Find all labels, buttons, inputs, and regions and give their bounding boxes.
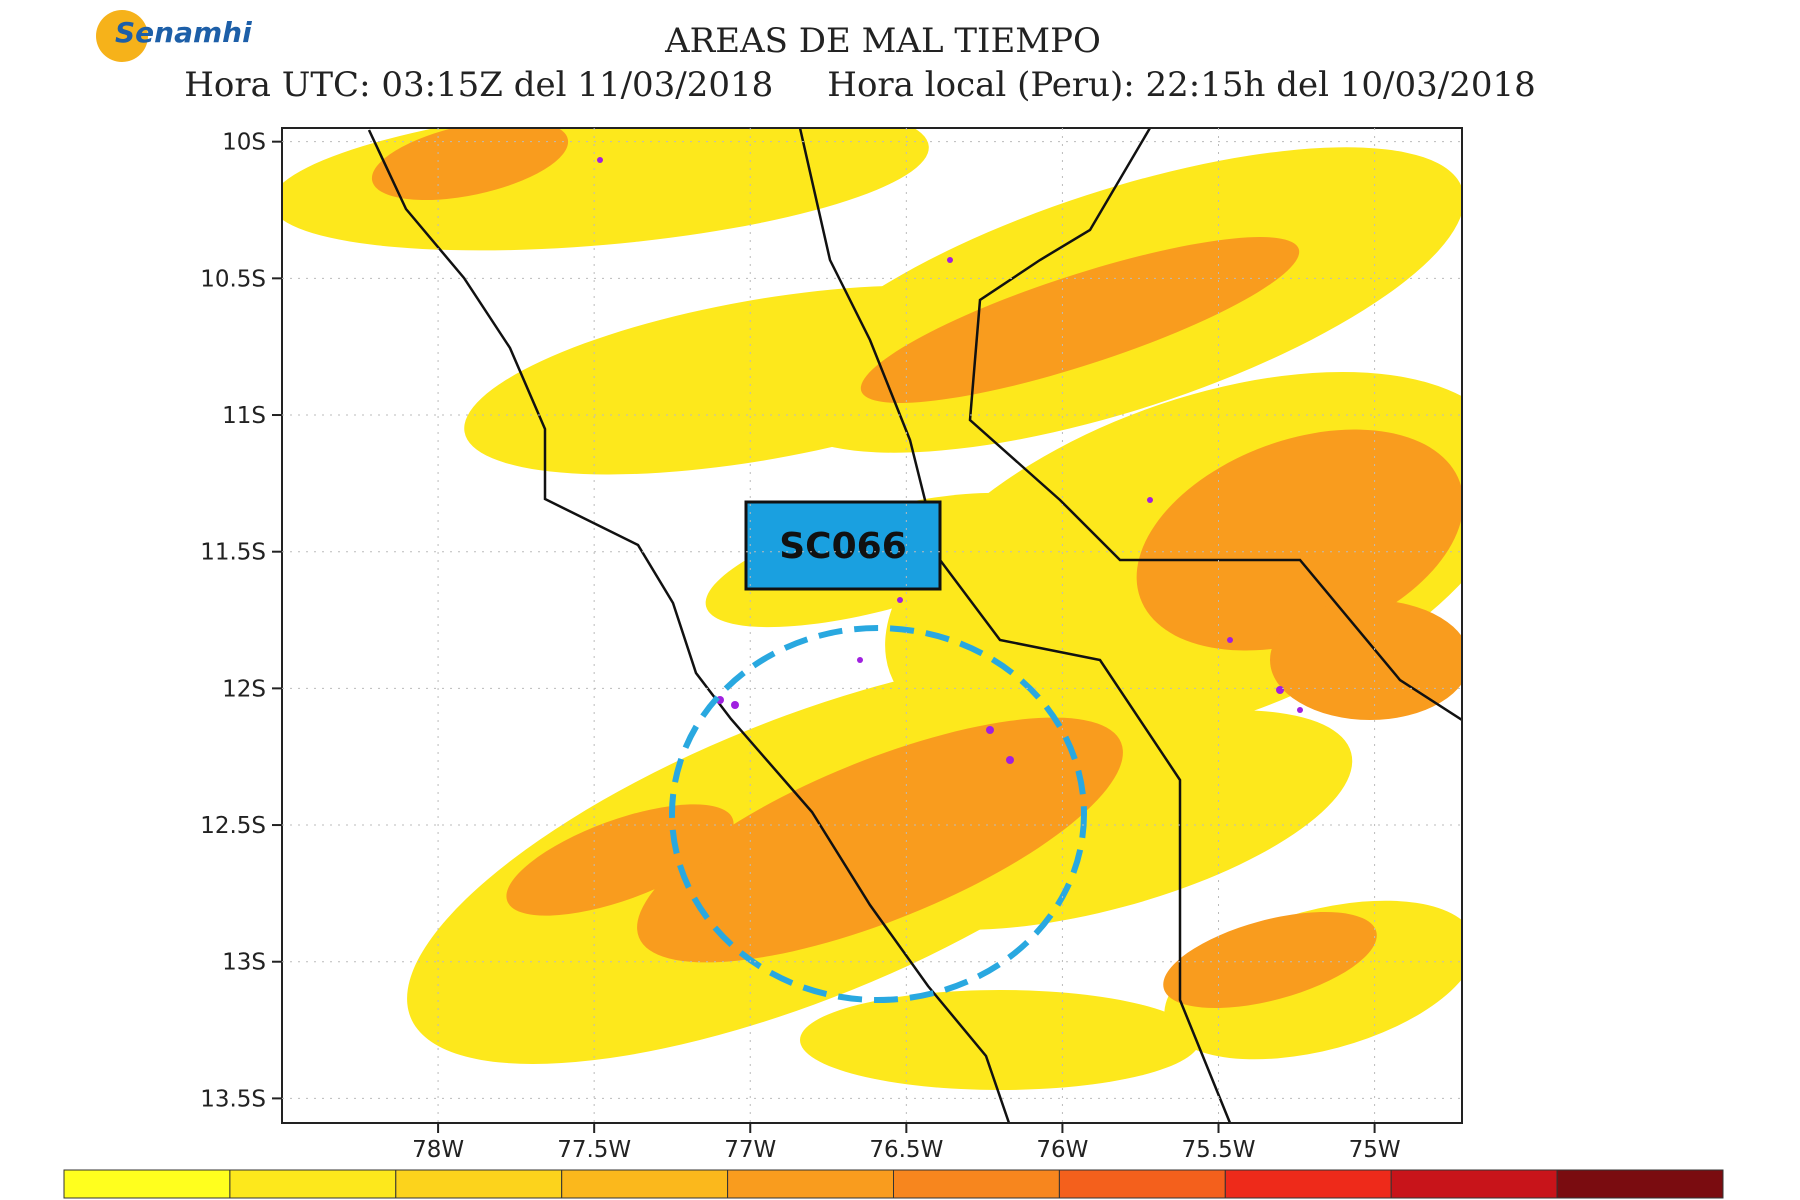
logo-sun	[96, 10, 148, 62]
y-tick-label: 11S	[222, 403, 266, 429]
x-tick-label: 77.5W	[557, 1137, 631, 1163]
colorbar-swatch	[1058, 1169, 1226, 1199]
y-tick-label: 13S	[222, 950, 266, 976]
axes: 10S 10.5S 11S 11.5S 12S 12.5S 13S 13.5S 78W 77.5W…	[200, 128, 1462, 1163]
highlight-circle	[669, 625, 1087, 1003]
x-tick-label: 78W	[412, 1137, 464, 1163]
y-tick-label: 12.5S	[200, 813, 266, 839]
colorbar-swatch	[1390, 1169, 1558, 1199]
colorbar-swatch	[1556, 1169, 1724, 1199]
x-tick-label: 75.5W	[1182, 1137, 1256, 1163]
colorbar-swatch	[893, 1169, 1060, 1199]
colorbar-swatch	[727, 1169, 894, 1199]
x-tick-label: 75W	[1349, 1137, 1401, 1163]
y-tick-label: 11.5S	[200, 540, 266, 566]
colorbar	[63, 1169, 1724, 1199]
colorbar-swatch	[229, 1169, 397, 1199]
y-tick-label: 12S	[222, 676, 266, 702]
colorbar-swatch	[395, 1169, 563, 1199]
y-tick-label: 13.5S	[200, 1086, 266, 1112]
x-tick-label: 76.5W	[869, 1137, 943, 1163]
label-box: SC066	[744, 500, 942, 591]
y-tick-label: 10S	[222, 130, 266, 156]
map-frame	[281, 127, 1463, 1124]
logo: Senamhi	[96, 10, 252, 62]
colorbar-swatch	[63, 1169, 231, 1199]
x-tick-label: 77W	[724, 1137, 776, 1163]
label-text: SC066	[779, 526, 907, 567]
colorbar-swatch	[561, 1169, 729, 1199]
map-field	[282, 128, 1462, 1123]
weather-strong	[371, 128, 1462, 1008]
logo-text: Senamhi	[115, 16, 252, 49]
x-tick-label: 76W	[1036, 1137, 1088, 1163]
colorbar-swatch	[1224, 1169, 1392, 1199]
subtitle: Hora UTC: 03:15Z del 11/03/2018 Hora loc…	[184, 65, 1535, 105]
y-tick-label: 10.5S	[200, 266, 266, 292]
coastline-borders	[367, 128, 1462, 1123]
label-rect	[744, 500, 942, 591]
title: AREAS DE MAL TIEMPO	[664, 21, 1101, 61]
